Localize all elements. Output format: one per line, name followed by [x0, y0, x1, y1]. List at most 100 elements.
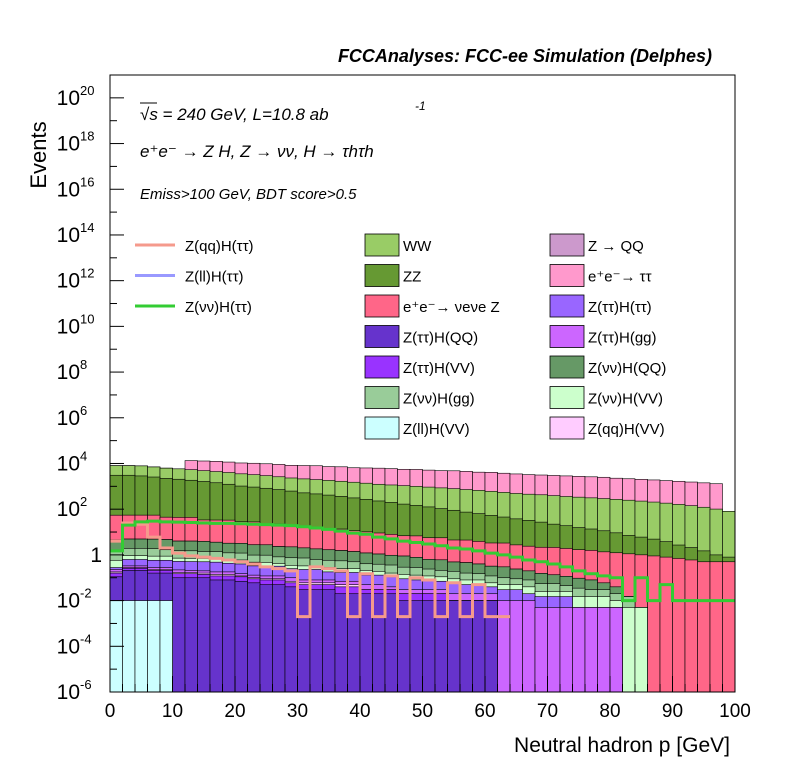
legend-swatch [364, 325, 400, 348]
histogram-bar [422, 600, 436, 693]
y-tick-exponent: 18 [80, 129, 94, 144]
histogram-bar [259, 584, 273, 693]
legend-swatch [364, 233, 400, 257]
histogram-bar [322, 589, 336, 693]
histogram-bar [359, 593, 373, 693]
legend-swatch [364, 294, 400, 318]
legend-label: ZZ [403, 269, 421, 286]
y-tick-exponent: 6 [80, 403, 87, 418]
histogram-bar [534, 607, 548, 693]
legend-label: Z → QQ [588, 238, 644, 255]
x-tick-label: 70 [537, 701, 558, 722]
y-tick-exponent: -4 [80, 631, 92, 646]
y-tick-label: 10 [57, 315, 80, 338]
y-tick-exponent: 2 [80, 494, 87, 509]
x-tick-label: 90 [662, 701, 683, 722]
histogram-bar [284, 586, 298, 693]
histogram-bar [272, 584, 286, 693]
x-tick-label: 100 [719, 701, 751, 722]
y-tick-exponent: 16 [80, 174, 94, 189]
histogram-bar [709, 561, 723, 693]
x-tick-label: 80 [599, 701, 620, 722]
histogram-bar [597, 607, 611, 693]
x-tick-label: 10 [162, 701, 183, 722]
legend-label: Z(ττ)H(gg) [588, 330, 657, 347]
process-annotation: e⁺e⁻ → Z H, Z → νν, H → τhτh [140, 142, 374, 161]
histogram-bar [447, 600, 461, 693]
legend-label: Z(ττ)H(ττ) [588, 299, 652, 316]
histogram-bar [122, 600, 136, 693]
y-tick-label: 10 [57, 361, 80, 384]
x-axis-label: Neutral hadron p [GeV] [514, 734, 730, 757]
energy-annotation: √s = 240 GeV, L=10.8 ab [140, 105, 329, 124]
x-tick-label: 0 [105, 701, 116, 722]
histogram-bar [609, 607, 623, 693]
legend-swatch [549, 264, 585, 287]
stacked-histogram-bars [109, 460, 736, 693]
histogram-bar [584, 607, 598, 693]
histogram-bar [672, 558, 686, 693]
legend-label: Z(ll)H(ττ) [185, 269, 244, 286]
legend-label: Z(ττ)H(VV) [403, 360, 475, 377]
signal-line [110, 519, 735, 603]
histogram-bar [697, 561, 711, 693]
legend-label: Z(ll)H(VV) [403, 421, 470, 438]
y-tick-label: 10 [57, 270, 80, 293]
legend-swatch [549, 325, 585, 348]
histogram-bar [197, 577, 211, 693]
signal-lines [110, 519, 735, 619]
histogram-bar [159, 600, 173, 693]
legend-swatch [549, 355, 585, 379]
x-tick-label: 20 [224, 701, 245, 722]
x-tick-label: 30 [287, 701, 308, 722]
legend-label: Z(qq)H(VV) [588, 421, 665, 438]
legend-swatch [549, 416, 585, 440]
x-tick-label: 50 [412, 701, 433, 722]
histogram-bar [172, 577, 186, 693]
histogram-bar [509, 600, 523, 693]
histogram-bar [347, 593, 361, 693]
y-tick-exponent: 20 [80, 83, 94, 98]
x-tick-label: 40 [349, 701, 370, 722]
y-tick-exponent: 10 [80, 311, 94, 326]
y-tick-label: 10 [57, 178, 80, 201]
y-tick-label: 10 [57, 590, 80, 613]
y-tick-label: 10 [57, 635, 80, 658]
y-tick-label: 1 [90, 544, 102, 567]
annotation-block: √s = 240 GeV, L=10.8 ab -1 e⁺e⁻ → Z H, Z… [140, 99, 426, 203]
y-tick-label: 10 [57, 133, 80, 156]
y-tick-label: 10 [57, 407, 80, 430]
legend-swatch [549, 294, 585, 318]
signal-line [110, 521, 510, 619]
y-tick-label: 10 [57, 681, 80, 704]
legend-swatch [364, 355, 400, 379]
legend-label: Z(νν)H(ττ) [185, 299, 252, 316]
histogram-bar [409, 600, 423, 693]
legend: Z(qq)H(ττ) Z(ll)H(ττ) Z(νν)H(ττ) WW ZZ e⁺e⁻→ … [135, 233, 666, 440]
y-tick-exponent: -2 [80, 586, 92, 601]
y-tick-exponent: 14 [80, 220, 94, 235]
legend-label: Z(νν)H(gg) [403, 391, 475, 408]
histogram-bar [134, 600, 148, 693]
histogram-bar [372, 593, 386, 693]
legend-swatch [364, 264, 400, 287]
histogram-bar [572, 607, 586, 693]
histogram-bar [434, 600, 448, 693]
legend-label: Z(νν)H(QQ) [588, 360, 666, 377]
histogram-bar [634, 607, 648, 693]
y-tick-exponent: 4 [80, 448, 87, 463]
histogram-bar [559, 607, 573, 693]
x-tick-label: 60 [474, 701, 495, 722]
y-tick-exponent: -6 [80, 677, 92, 692]
energy-annotation-sup: -1 [415, 99, 426, 113]
histogram-bar [484, 600, 498, 693]
legend-label: Z(qq)H(ττ) [185, 238, 254, 255]
histogram-bar [234, 580, 248, 693]
legend-label: e⁺e⁻→ ττ [588, 269, 652, 286]
legend-label: Z(ττ)H(QQ) [403, 330, 478, 347]
histogram-bar [622, 607, 636, 693]
histogram-bar [397, 600, 411, 693]
